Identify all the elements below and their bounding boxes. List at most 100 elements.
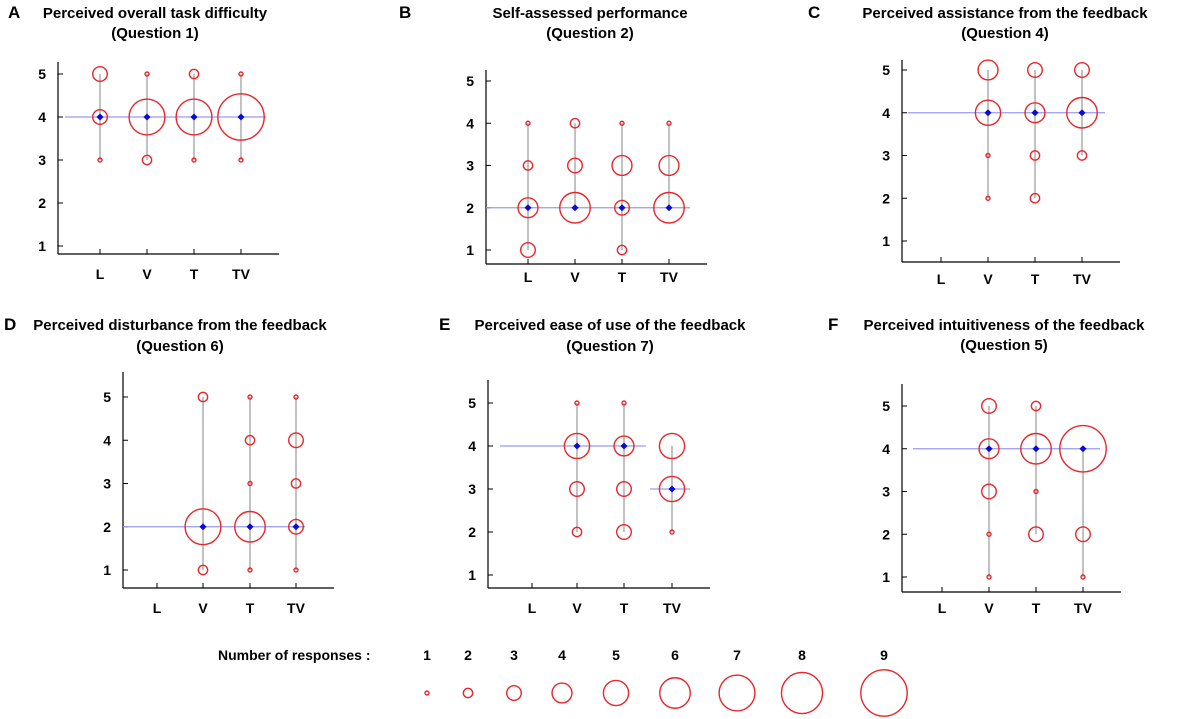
- response-count-circle: [981, 483, 998, 500]
- y-tick-label: 1: [466, 242, 474, 258]
- legend-count-label: 5: [612, 647, 620, 663]
- response-group-tv: [1059, 424, 1107, 580]
- x-tick-label: L: [528, 600, 537, 616]
- legend-count-label: 6: [671, 647, 679, 663]
- median-marker: [1031, 109, 1039, 117]
- response-count-circle: [613, 435, 635, 457]
- panel-title: Perceived assistance from the feedback: [862, 5, 1148, 22]
- response-count-circle: [293, 394, 299, 400]
- panels-group: A Perceived overall task difficulty (Quest…: [4, 3, 1148, 616]
- median-marker: [665, 204, 673, 212]
- response-group-l: [517, 120, 539, 258]
- response-group-v: [974, 59, 1002, 201]
- response-count-circle: [666, 120, 672, 126]
- response-count-circle: [1026, 62, 1043, 79]
- response-count-circle: [985, 195, 991, 201]
- panel-C: C Perceived assistance from the feedback (…: [808, 3, 1148, 287]
- x-tick-label: V: [984, 600, 994, 616]
- legend-circle: [462, 687, 474, 699]
- response-count-circle: [247, 567, 253, 573]
- response-count-circle: [197, 564, 209, 576]
- response-count-circle: [978, 438, 1000, 460]
- x-tick-label: TV: [287, 600, 306, 616]
- panel-subtitle: (Question 6): [136, 338, 224, 355]
- response-group-t: [1024, 62, 1046, 204]
- response-count-circle: [1033, 488, 1039, 495]
- y-tick-label: 5: [466, 73, 474, 89]
- median-marker: [573, 442, 581, 450]
- panel-title: Perceived intuitiveness of the feedback: [864, 317, 1146, 334]
- legend-count-label: 3: [510, 647, 518, 663]
- panel-subtitle: (Question 5): [960, 337, 1048, 354]
- x-tick-label: T: [620, 600, 629, 616]
- response-group-v: [978, 398, 1000, 580]
- response-count-circle: [1080, 574, 1086, 580]
- response-group-tv: [1066, 62, 1098, 161]
- response-count-circle: [244, 434, 256, 446]
- response-count-circle: [217, 93, 265, 141]
- response-count-circle: [1029, 192, 1041, 204]
- panel-letter: D: [4, 315, 16, 334]
- y-tick-label: 1: [882, 569, 890, 585]
- response-count-circle: [91, 65, 108, 82]
- panel-title: Perceived overall task difficulty: [43, 5, 268, 22]
- median-marker: [984, 109, 992, 117]
- y-tick-label: 1: [103, 562, 111, 578]
- x-tick-label: T: [190, 266, 199, 282]
- y-tick-label: 4: [468, 438, 476, 454]
- response-count-circle: [91, 108, 108, 125]
- response-count-circle: [288, 518, 305, 535]
- y-tick-label: 2: [38, 195, 46, 211]
- panel-letter: F: [828, 315, 838, 334]
- response-count-circle: [569, 117, 581, 129]
- response-count-circle: [197, 391, 209, 403]
- median-marker: [292, 523, 300, 531]
- response-count-circle: [238, 157, 244, 163]
- response-count-circle: [1059, 424, 1107, 473]
- response-count-circle: [290, 478, 302, 489]
- y-tick-label: 2: [468, 524, 476, 540]
- response-count-circle: [985, 152, 991, 159]
- median-marker: [620, 442, 628, 450]
- median-marker: [237, 113, 245, 121]
- median-marker: [190, 113, 198, 121]
- response-group-tv: [217, 71, 265, 163]
- legend-circle: [602, 679, 630, 707]
- median-marker: [199, 523, 207, 531]
- legend-count-label: 4: [558, 647, 566, 663]
- response-count-circle: [616, 481, 633, 498]
- response-count-circle: [986, 574, 992, 580]
- response-count-circle: [1073, 62, 1090, 79]
- y-tick-label: 5: [103, 389, 111, 405]
- response-count-circle: [234, 510, 266, 543]
- response-count-circle: [658, 432, 686, 460]
- response-group-t: [611, 120, 633, 256]
- response-group-v: [563, 400, 591, 538]
- response-count-circle: [184, 508, 222, 546]
- panel-title: Perceived disturbance from the feedback: [33, 317, 327, 334]
- response-count-circle: [658, 154, 680, 177]
- panel-F: F Perceived intuitiveness of the feedback…: [828, 315, 1145, 616]
- panel-letter: E: [439, 315, 450, 334]
- legend-circle: [780, 671, 824, 715]
- median-marker: [96, 113, 104, 121]
- legend-circle: [506, 685, 523, 702]
- y-tick-label: 2: [466, 200, 474, 216]
- x-tick-label: T: [1032, 600, 1041, 616]
- x-tick-label: L: [96, 266, 105, 282]
- response-group-t: [613, 400, 635, 541]
- y-tick-label: 5: [38, 66, 46, 82]
- response-count-circle: [97, 157, 103, 163]
- panel-E: E Perceived ease of use of the feedback (Q…: [439, 315, 746, 616]
- y-tick-label: 1: [468, 567, 476, 583]
- y-tick-label: 2: [882, 190, 890, 206]
- response-count-circle: [517, 197, 539, 219]
- response-count-circle: [1029, 150, 1041, 161]
- response-count-circle: [567, 157, 584, 174]
- x-tick-label: V: [142, 266, 152, 282]
- response-count-circle: [191, 157, 197, 163]
- response-group-l: [91, 65, 108, 163]
- x-tick-label: V: [198, 600, 208, 616]
- response-count-circle: [238, 71, 244, 77]
- legend-circle: [718, 674, 756, 712]
